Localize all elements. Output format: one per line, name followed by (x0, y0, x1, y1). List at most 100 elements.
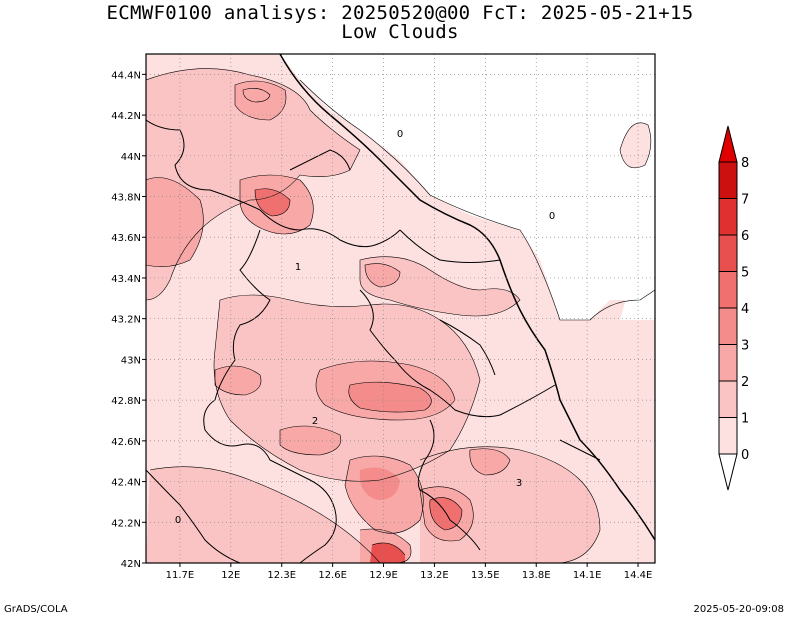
contour-line (344, 455, 424, 534)
y-tick-label: 42.6N (111, 437, 141, 448)
contour-label: 1 (295, 262, 301, 273)
chart-title: ECMWF0100 analisys: 20250520@00 FcT: 202… (106, 2, 694, 24)
region-level-4-north (255, 188, 290, 216)
region-clear-sea (280, 54, 655, 320)
contour-line (429, 497, 463, 531)
colorbar-label: 3 (741, 339, 749, 354)
y-tick-label: 43.4N (111, 274, 141, 285)
contour-line (149, 466, 381, 563)
region-clear-east (620, 240, 655, 320)
map-frame (145, 53, 656, 564)
colorbar-label: 4 (741, 302, 749, 317)
y-tick-label: 44.4N (111, 70, 141, 81)
axis-ticks: 11.7E 12E 12.3E 12.6E 12.9E 13.2E 13.5E 13.8E 14… (111, 70, 652, 581)
y-tick-label: 43.8N (111, 193, 141, 204)
region-border (417, 419, 481, 551)
colorbar-label: 1 (741, 412, 749, 427)
x-tick-label: 13.8E (522, 570, 551, 581)
contour-label: 2 (312, 416, 318, 427)
contour-line (359, 528, 412, 563)
colorbar-extend-low (718, 453, 738, 491)
contour-labels: 0 0 0 1 2 3 (175, 129, 555, 526)
contour-label: 3 (516, 478, 522, 489)
colorbar-label: 8 (741, 156, 749, 171)
colorbar-segment (718, 307, 738, 345)
colorbar-label: 2 (741, 375, 749, 390)
colorbar-extend-high (718, 125, 738, 163)
footer-credit: GrADS/COLA (4, 604, 68, 615)
region-level-4-center (348, 382, 432, 413)
contour-line (469, 448, 511, 476)
contour-label: 0 (397, 129, 403, 140)
contour-line-zero (619, 122, 652, 169)
contour-line (214, 365, 262, 396)
x-tick-label: 12.9E (369, 570, 398, 581)
contour-line (254, 188, 291, 217)
region-border (289, 149, 351, 171)
footer-timestamp: 2025-05-20-09:08 (693, 604, 784, 615)
contour-line (364, 263, 401, 288)
contour-line (213, 294, 481, 482)
region-level-3-west (146, 177, 204, 267)
contour-line (315, 360, 456, 421)
colorbar-label: 0 (741, 448, 749, 463)
y-tick-label: 42.2N (111, 518, 141, 529)
y-tick-label: 43N (121, 355, 141, 366)
region-level-3-east (469, 448, 510, 475)
contour-line (419, 486, 474, 542)
y-tick-label: 42N (121, 559, 141, 570)
colorbar-segment (718, 198, 738, 236)
contour-line (146, 177, 204, 267)
colorbar-label: 6 (741, 229, 749, 244)
colorbar-segment (718, 380, 738, 418)
region-clear-corner (630, 54, 655, 110)
x-tick-label: 12E (221, 570, 240, 581)
y-tick-label: 42.4N (111, 478, 141, 489)
contour-lines (146, 68, 655, 563)
colorbar-label: 7 (741, 193, 749, 208)
contour-line (234, 80, 287, 121)
region-level-3-top (235, 81, 286, 120)
colorbar-segment (718, 417, 738, 455)
contour-label: 0 (175, 515, 181, 526)
colorbar-segment (718, 161, 738, 199)
region-border (146, 469, 241, 563)
contour-line (242, 88, 271, 103)
y-tick-label: 43.2N (111, 315, 141, 326)
x-tick-label: 13.2E (420, 570, 449, 581)
contour-line (359, 256, 521, 317)
region-level-4-bottom (370, 542, 405, 563)
x-tick-label: 12.3E (267, 570, 296, 581)
region-border (439, 319, 496, 376)
coastline (279, 54, 655, 541)
y-tick-label: 42.8N (111, 396, 141, 407)
contour-line-zero (299, 79, 655, 321)
region-border (399, 229, 501, 263)
contour-label: 0 (549, 211, 555, 222)
contour-line (371, 542, 406, 556)
contour-line (348, 381, 432, 413)
contour-line (419, 446, 601, 563)
x-tick-label: 14.1E (573, 570, 602, 581)
colorbar-segment (718, 234, 738, 272)
region-level-4-southeast (429, 497, 462, 530)
y-tick-label: 44.2N (111, 111, 141, 122)
colorbar-segment (718, 271, 738, 309)
region-border (146, 119, 401, 248)
y-tick-label: 44N (121, 152, 141, 163)
x-tick-label: 12.6E (318, 570, 347, 581)
x-tick-label: 14.4E (624, 570, 653, 581)
adriatic-coastline (279, 54, 655, 541)
chart-subtitle: Low Clouds (341, 21, 459, 43)
region-clear-patch (620, 122, 651, 168)
x-tick-label: 11.7E (166, 570, 195, 581)
region-border (559, 439, 601, 461)
map-grid (146, 54, 655, 563)
region-level-4-south (359, 467, 400, 500)
contour-line (146, 68, 361, 301)
colorbar-label: 5 (741, 266, 749, 281)
region-level-2-north-east (360, 256, 520, 316)
region-level-3-small (365, 263, 400, 287)
contour-line (279, 425, 342, 456)
